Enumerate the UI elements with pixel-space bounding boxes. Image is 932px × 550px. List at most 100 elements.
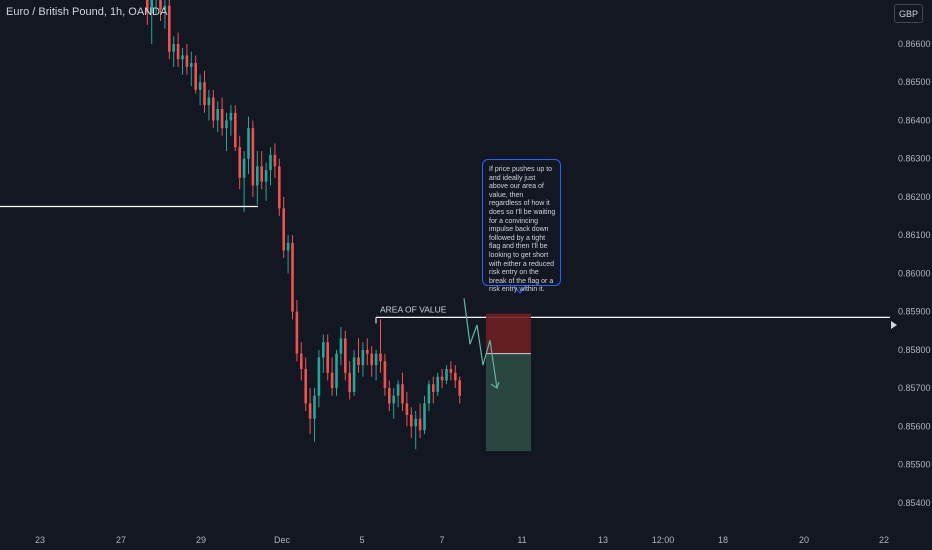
candle-body	[366, 349, 369, 354]
price-tick-label: 0.85500	[898, 460, 931, 470]
candle-body	[427, 384, 431, 404]
levels-group: AREA OF VALUE	[0, 205, 890, 452]
time-tick-label: 13	[598, 535, 608, 545]
candle-body	[168, 5, 171, 52]
price-tick-label: 0.86400	[898, 115, 931, 125]
time-tick-label: 18	[718, 535, 728, 545]
candle-body	[229, 112, 233, 121]
candle-body	[348, 372, 351, 392]
time-axis[interactable]: 23 27 29 Dec 5 7 11 13 12:00 18 20 22	[35, 535, 889, 545]
candle-body	[396, 384, 400, 396]
candle-body	[432, 384, 435, 392]
candle-body	[374, 353, 378, 366]
candle-body	[383, 361, 387, 389]
candle-body	[317, 357, 321, 396]
candle-body	[150, 0, 153, 14]
projection-path	[463, 298, 498, 389]
candle-body	[410, 414, 413, 427]
candle-body	[216, 108, 219, 121]
candle-body	[269, 154, 272, 171]
candle-body	[251, 128, 255, 186]
candle-body	[379, 353, 382, 362]
projection-arrow-icon	[490, 381, 500, 390]
candle-body	[449, 368, 453, 373]
candle-body	[330, 372, 334, 389]
price-tick-label: 0.85600	[898, 421, 931, 431]
candle-body	[405, 403, 409, 415]
candle-body	[198, 82, 202, 90]
candle-body	[418, 418, 422, 431]
take-profit-zone[interactable]	[486, 353, 531, 452]
time-tick-label: 20	[799, 535, 809, 545]
candle-body	[313, 395, 316, 419]
candle-body	[440, 376, 444, 381]
candle-body	[273, 154, 277, 167]
time-tick-label: Dec	[274, 535, 291, 545]
candle-body	[344, 338, 347, 373]
candle-body	[388, 388, 391, 404]
candle-body	[172, 43, 175, 52]
candle-body	[370, 353, 373, 366]
candle-body	[238, 147, 241, 178]
candle-body	[291, 242, 294, 312]
candle-body	[392, 395, 395, 404]
candle-body	[414, 418, 417, 427]
time-tick-label: 29	[196, 535, 206, 545]
candles-group	[146, 0, 461, 450]
candle-body	[300, 353, 303, 369]
symbol-title: Euro / British Pound, 1h, OANDA	[6, 6, 168, 18]
area-of-value-label: AREA OF VALUE	[380, 304, 447, 314]
time-tick-label: 7	[439, 535, 444, 545]
candle-body	[335, 353, 338, 389]
price-tick-label: 0.86100	[898, 230, 931, 240]
candle-body	[458, 380, 461, 396]
currency-button[interactable]: GBP	[894, 4, 923, 23]
candle-body	[242, 158, 246, 178]
time-tick-label: 22	[879, 535, 889, 545]
price-tick-label: 0.86300	[898, 154, 931, 164]
candle-body	[163, 5, 167, 10]
candle-body	[181, 55, 184, 60]
time-tick-label: 5	[359, 535, 364, 545]
trade-idea-callout[interactable]: If price pushes up to and ideally just a…	[482, 159, 561, 293]
candle-body	[278, 166, 281, 209]
candle-body	[194, 63, 197, 90]
price-tick-label: 0.85900	[898, 307, 931, 317]
price-tick-label: 0.85700	[898, 383, 931, 393]
candle-body	[339, 338, 343, 354]
price-marker-icon	[891, 321, 897, 329]
price-tick-label: 0.85800	[898, 345, 931, 355]
candle-body	[264, 170, 268, 182]
time-tick-label: 11	[517, 535, 526, 545]
candle-body	[352, 357, 356, 392]
candle-body	[260, 166, 263, 182]
callout-pointer	[513, 285, 527, 294]
candle-body	[247, 128, 250, 159]
candle-body	[282, 208, 285, 251]
candle-body	[401, 384, 404, 404]
candle-body	[207, 97, 211, 106]
candle-body	[146, 0, 149, 14]
candle-body	[454, 372, 457, 381]
candle-body	[234, 112, 237, 148]
price-tick-label: 0.86000	[898, 268, 931, 278]
candle-body	[295, 311, 299, 354]
candle-body	[308, 403, 312, 419]
time-tick-label: 12:00	[652, 535, 675, 545]
price-tick-label: 0.85400	[898, 498, 931, 508]
time-tick-label: 27	[116, 535, 126, 545]
candle-body	[357, 357, 360, 366]
candle-body	[322, 342, 325, 358]
candle-body	[304, 368, 307, 404]
candle-body	[225, 120, 228, 129]
price-axis[interactable]: 0.86600 0.86500 0.86400 0.86300 0.86200 0.861…	[891, 39, 931, 508]
price-tick-label: 0.86500	[898, 77, 931, 87]
candle-body	[212, 97, 215, 121]
candle-body	[286, 242, 290, 251]
candle-body	[326, 342, 329, 373]
price-tick-label: 0.86200	[898, 192, 931, 202]
time-tick-label: 23	[35, 535, 45, 545]
stop-loss-zone[interactable]	[486, 313, 531, 354]
candle-body	[159, 0, 162, 10]
